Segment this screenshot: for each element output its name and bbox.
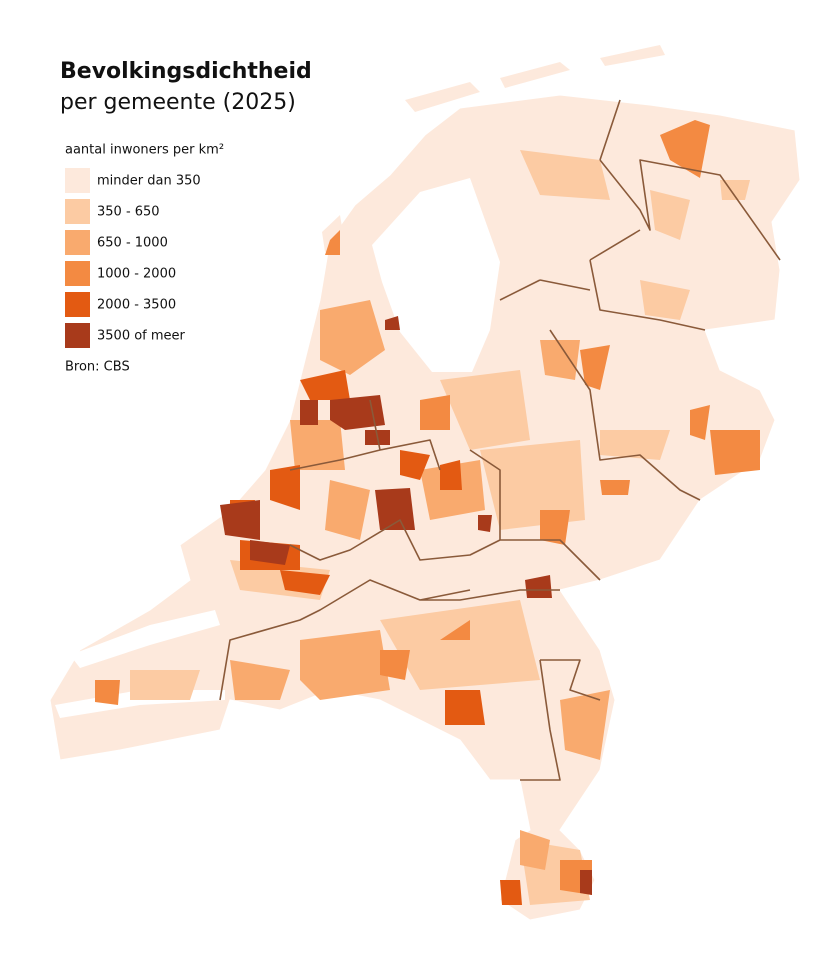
legend-label: 3500 of meer (97, 329, 186, 344)
legend-swatch (65, 292, 90, 317)
legend-label: 650 - 1000 (97, 236, 168, 251)
legend: aantal inwoners per km² Bron: CBS minder… (65, 143, 224, 375)
density-areas (95, 120, 760, 905)
legend-label: minder dan 350 (97, 174, 201, 189)
legend-swatch (65, 230, 90, 255)
legend-label: 2000 - 3500 (97, 298, 176, 313)
legend-swatch (65, 168, 90, 193)
subtitle: per gemeente (2025) (60, 90, 296, 115)
province-borders (219, 99, 781, 781)
map (49, 45, 801, 921)
legend-swatch (65, 261, 90, 286)
legend-swatch (65, 323, 90, 348)
legend-swatch (65, 199, 90, 224)
title: Bevolkingsdichtheid (60, 59, 312, 84)
legend-title: aantal inwoners per km² (65, 143, 224, 158)
legend-label: 1000 - 2000 (97, 267, 176, 282)
header: Bevolkingsdichtheid per gemeente (2025) (60, 59, 312, 115)
legend-label: 350 - 650 (97, 205, 160, 220)
source: Bron: CBS (65, 360, 130, 375)
ijsselmeer (372, 178, 500, 372)
